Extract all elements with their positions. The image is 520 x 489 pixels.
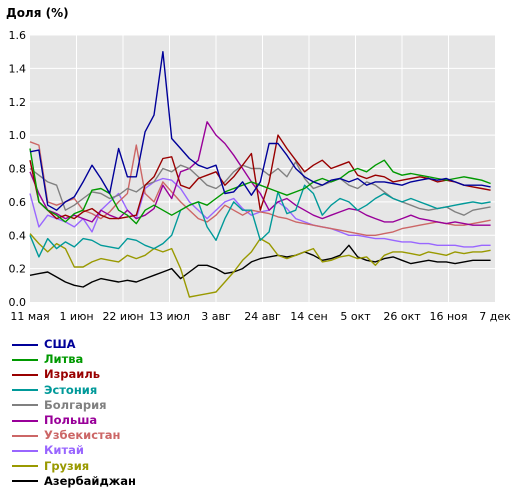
- legend-label: Болгария: [44, 397, 107, 412]
- legend-label: Польша: [44, 413, 98, 428]
- legend-label: США: [44, 337, 76, 352]
- x-tick-label: 14 сен: [290, 310, 328, 323]
- legend-item: Израиль: [12, 367, 136, 382]
- x-tick-label: 1 июн: [59, 310, 93, 323]
- x-tick-label: 24 авг: [244, 310, 281, 323]
- series-line: [29, 184, 491, 258]
- series-lines: [29, 51, 491, 298]
- x-tick-label: 16 ноя: [429, 310, 467, 323]
- legend-label: Эстония: [44, 382, 98, 397]
- y-tick-label: 0.8: [9, 163, 27, 176]
- x-tick-label: 5 окт: [340, 310, 371, 323]
- series-line: [29, 161, 491, 216]
- legend-label: Израиль: [44, 367, 101, 382]
- legend-swatch: [12, 480, 38, 483]
- legend-swatch: [12, 373, 38, 376]
- legend-item: США: [12, 337, 136, 352]
- legend-item: Польша: [12, 413, 136, 428]
- legend-item: Эстония: [12, 383, 136, 398]
- x-tick-label: 11 мая: [10, 310, 49, 323]
- series-line: [29, 244, 491, 288]
- y-tick-label: 1.2: [9, 96, 27, 109]
- series-line: [29, 134, 491, 220]
- legend-item: Китай: [12, 443, 136, 458]
- legend-swatch: [12, 389, 38, 392]
- legend-item: Азербайджан: [12, 474, 136, 489]
- y-tick-label: 0.6: [9, 196, 27, 209]
- y-tick-label: 1.6: [9, 29, 27, 42]
- series-line: [29, 51, 491, 211]
- legend-item: Болгария: [12, 398, 136, 413]
- x-tick-label: 26 окт: [383, 310, 421, 323]
- legend-swatch: [12, 434, 38, 437]
- series-line: [29, 121, 491, 226]
- legend-label: Грузия: [44, 458, 90, 473]
- legend-swatch: [12, 465, 38, 468]
- legend-label: Литва: [44, 352, 84, 367]
- line-chart: Доля (%) 0.0 0.2 0.4 0.6 0.8 1.0 1.2 1.4 1.6 11 м…: [6, 6, 512, 323]
- y-tick-label: 1.0: [9, 129, 27, 142]
- x-tick-label: 22 июн: [102, 310, 143, 323]
- y-tick-label: 0.0: [9, 296, 27, 309]
- x-tick-label: 13 июл: [149, 310, 190, 323]
- chart-title: Доля (%): [6, 6, 69, 20]
- legend-swatch: [12, 343, 38, 346]
- legend-swatch: [12, 358, 38, 361]
- x-tick-label: 3 авг: [201, 310, 231, 323]
- legend: США Литва Израиль Эстония Болгария Польша Узбе…: [12, 337, 136, 489]
- y-tick-label: 0.4: [9, 229, 27, 242]
- x-tick-label: 7 дек: [479, 310, 511, 323]
- legend-label: Узбекистан: [44, 428, 121, 443]
- legend-item: Узбекистан: [12, 428, 136, 443]
- legend-swatch: [12, 404, 38, 407]
- axis-labels: 0.0 0.2 0.4 0.6 0.8 1.0 1.2 1.4 1.6 11 мая 1 июн 22…: [9, 29, 512, 323]
- legend-swatch: [12, 419, 38, 422]
- legend-item: Грузия: [12, 459, 136, 474]
- legend-swatch: [12, 449, 38, 452]
- y-tick-label: 0.2: [9, 263, 27, 276]
- legend-item: Литва: [12, 352, 136, 367]
- legend-label: Китай: [44, 443, 84, 458]
- y-tick-label: 1.4: [9, 62, 27, 75]
- legend-label: Азербайджан: [44, 473, 136, 488]
- series-line: [29, 148, 491, 225]
